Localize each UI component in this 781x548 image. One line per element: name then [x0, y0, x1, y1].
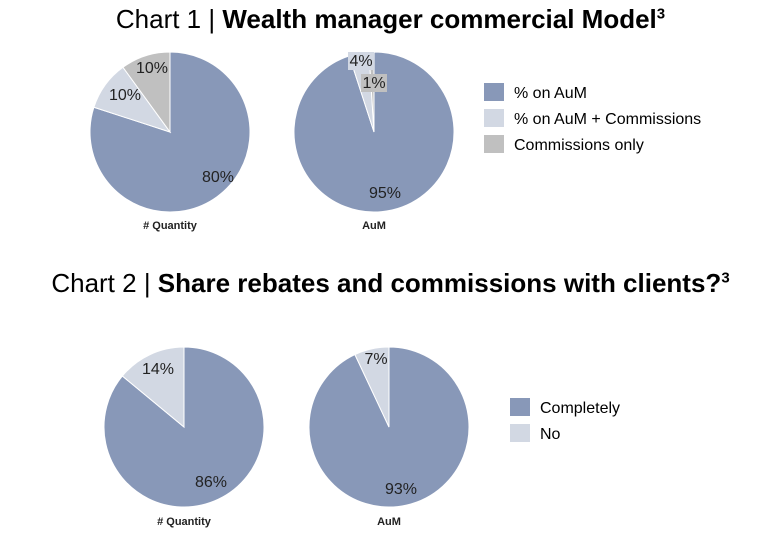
chart-2-pie-2-data-label-1: 93%: [385, 481, 417, 498]
chart-1-legend-swatch-3: [484, 135, 504, 153]
chart-1-pie-1-caption: # Quantity: [143, 220, 198, 232]
chart-1-pie-1-data-label-2: 10%: [109, 87, 141, 104]
chart-2-pie-2-slice-2: [354, 346, 390, 428]
chart-2-legend-swatch-2: [510, 424, 530, 442]
chart-1-pie-1-data-label-1: 80%: [202, 169, 234, 186]
chart-1-legend-swatch-2: [484, 109, 504, 127]
chart-1-title: Chart 1 | Wealth manager commercial Mode…: [0, 4, 781, 35]
chart-1-legend-label-1: % on AuM: [514, 85, 587, 102]
chart-2-pie-2-caption: AuM: [377, 516, 401, 528]
chart-1-pie-2-caption: AuM: [362, 220, 386, 232]
chart-2-legend-label-2: No: [540, 426, 561, 443]
chart-1-pie-2-data-label-2: 4%: [349, 53, 372, 70]
chart-2-pie-1-caption: # Quantity: [157, 516, 212, 528]
chart-2-pie-1-data-label-2: 14%: [142, 361, 174, 378]
chart-1-title-footnote: 3: [656, 5, 666, 23]
chart-1-legend-label-2: % on AuM + Commissions: [514, 111, 701, 128]
chart-2-pie-1-data-label-1: 86%: [195, 474, 227, 491]
chart-1-pie-2-label-bg-3: [361, 74, 387, 92]
chart-1-pie-2-data-label-3: 1%: [362, 75, 385, 92]
chart-2-title-main: Share rebates and commissions with clien…: [157, 268, 722, 298]
chart-1-pie-2-label-bg-2: [348, 52, 374, 70]
chart-1-pie-1-data-label-3: 10%: [136, 60, 168, 77]
chart-1-legend-label-3: Commissions only: [514, 137, 644, 154]
chart-1-pie-2-data-label-1: 95%: [369, 185, 401, 202]
chart-1-pie-1-slice-3: [122, 51, 171, 134]
chart-2-title-prefix: Chart 2 |: [51, 268, 158, 298]
chart-1-legend-swatch-1: [484, 83, 504, 101]
chart-2-title-footnote: 3: [721, 269, 730, 287]
chart-2-legend-swatch-1: [510, 398, 530, 416]
chart-2-pie-2-slice-1: [308, 346, 470, 508]
chart-2-pie-1-slice-2: [121, 346, 185, 429]
chart-1-title-main: Wealth manager commercial Model: [222, 4, 657, 34]
chart-2-legend-label-1: Completely: [540, 400, 620, 417]
chart-2-pie-2-data-label-2: 7%: [364, 351, 387, 368]
chart-1-title-prefix: Chart 1 |: [115, 4, 223, 34]
chart-2-title: Chart 2 | Share rebates and commissions …: [0, 268, 781, 299]
